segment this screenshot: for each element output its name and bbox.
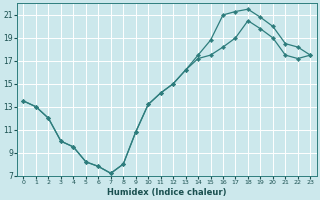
X-axis label: Humidex (Indice chaleur): Humidex (Indice chaleur) [107, 188, 227, 197]
